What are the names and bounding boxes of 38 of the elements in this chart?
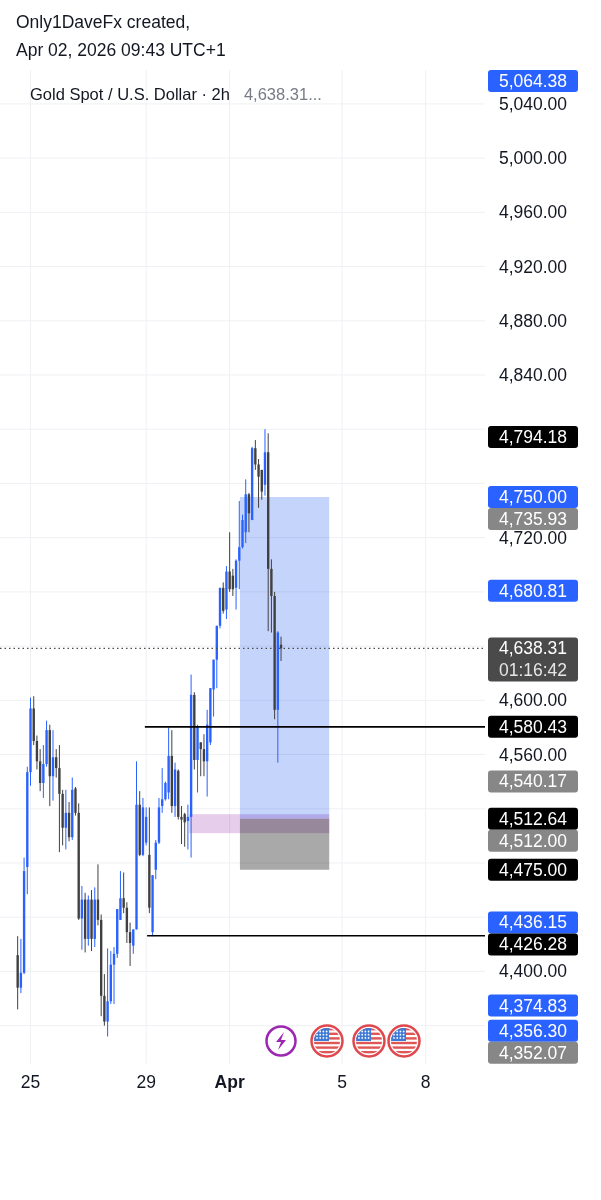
text: 4,735.93 [498,508,568,529]
text: 4,475.00 [498,859,568,880]
ref-line-label: 4,426.28 [498,934,568,955]
y-tick-label: 4,880.00 [498,310,568,331]
text: 4,374.83 [498,995,568,1016]
y-tick-label: 4,840.00 [498,364,568,385]
text: 4,680.81 [498,580,568,601]
y-tick-label: 4,600.00 [498,690,568,711]
x-tick-label: 5 [337,1072,347,1092]
y-tick-label: 4,920.00 [498,256,568,277]
y-tick-label: 5,040.00 [498,93,568,114]
text: 4,512.00 [498,830,568,851]
x-tick-label: 8 [420,1072,431,1092]
ref-line-label: 4,580.43 [498,716,568,737]
y-tick-label: 4,400.00 [498,961,568,982]
y-tick-label: 4,960.00 [498,202,568,223]
text: Gold Spot / U.S. Dollar · 2h [30,85,230,103]
text: 4,750.00 [498,486,568,507]
x-tick-label: Apr [214,1072,245,1092]
text: 4,794.18 [498,427,568,448]
y-tick-label: 4,720.00 [498,527,568,548]
text: 4,352.07 [498,1042,568,1063]
y-tick-label: 5,000.00 [498,148,568,169]
text: Only1DaveFx created, [16,12,191,32]
x-tick-label: 29 [136,1072,156,1092]
text: 4,436.15 [498,912,568,933]
text: Apr 02, 2026 09:43 UTC+1 [16,40,226,60]
annotation: 4,638.31... [243,85,322,103]
y-tick-label: 4,560.00 [498,744,568,765]
text: 4,512.64 [498,808,568,829]
x-tick-label: 25 [20,1072,41,1092]
ref-line-label: 4,638.31 [498,638,568,659]
text: 4,540.17 [498,771,568,792]
text: 5,064.38 [498,71,568,91]
text: 01:16:42 [498,660,568,681]
candlestick [228,531,231,593]
text: 4,356.30 [498,1020,568,1041]
candlestick [106,947,109,1037]
